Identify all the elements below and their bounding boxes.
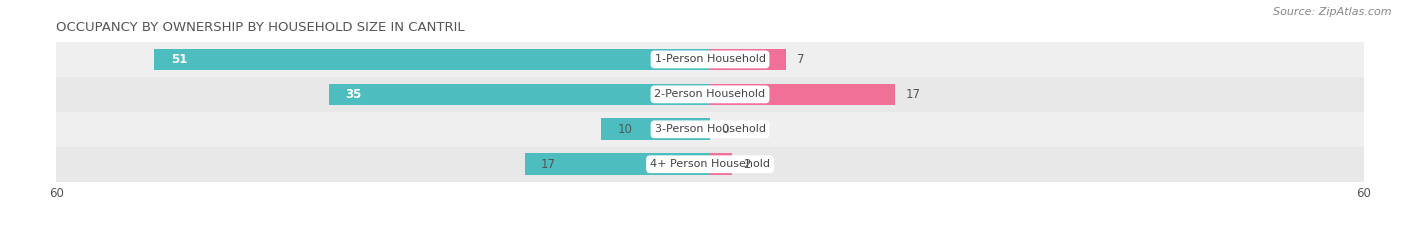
Bar [710,83,896,105]
Text: 1-Person Household: 1-Person Household [655,55,765,64]
Text: 17: 17 [541,158,557,171]
Bar [329,83,710,105]
Text: 2-Person Household: 2-Person Household [654,89,766,99]
Bar [56,112,1364,147]
Text: 17: 17 [905,88,921,101]
Text: 4+ Person Household: 4+ Person Household [650,159,770,169]
Text: 2: 2 [742,158,751,171]
Text: Source: ZipAtlas.com: Source: ZipAtlas.com [1274,7,1392,17]
Text: OCCUPANCY BY OWNERSHIP BY HOUSEHOLD SIZE IN CANTRIL: OCCUPANCY BY OWNERSHIP BY HOUSEHOLD SIZE… [56,21,465,34]
Bar [56,147,1364,182]
Text: 3-Person Household: 3-Person Household [655,124,765,134]
Bar [56,77,1364,112]
Bar [56,42,1364,77]
Text: 10: 10 [617,123,633,136]
Text: 7: 7 [797,53,804,66]
Bar [710,49,786,70]
Text: 51: 51 [170,53,187,66]
Text: 35: 35 [344,88,361,101]
Bar [710,153,731,175]
Text: 0: 0 [721,123,728,136]
Bar [524,153,710,175]
Bar [155,49,710,70]
Bar [602,118,710,140]
